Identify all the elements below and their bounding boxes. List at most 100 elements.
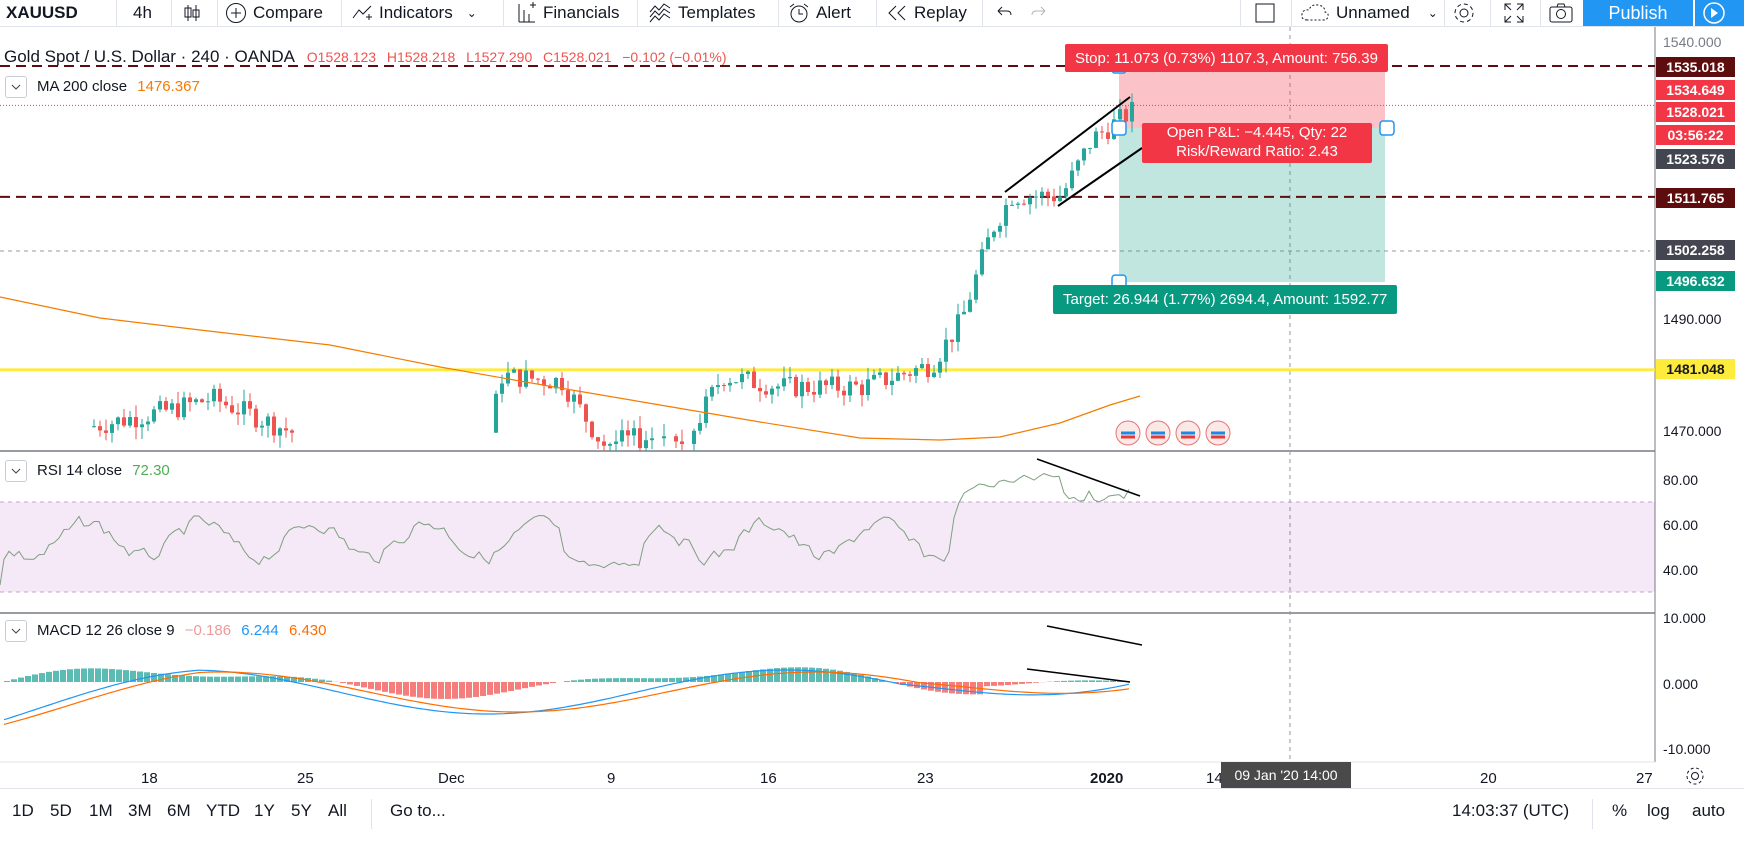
candle-body <box>626 430 630 435</box>
time-axis-label: Dec <box>438 770 465 787</box>
snapshot-button[interactable] <box>1548 0 1574 26</box>
candle-body <box>1130 102 1134 121</box>
macd-signal-value: 6.430 <box>289 622 327 639</box>
plus-circle-icon <box>225 2 247 24</box>
candle-body <box>524 371 528 387</box>
macd-histogram-bar <box>984 682 990 686</box>
candle-body <box>224 402 228 406</box>
candle-body <box>1034 196 1038 197</box>
chart-type-button[interactable] <box>182 0 202 26</box>
macd-histogram-bar <box>242 676 248 682</box>
publish-button[interactable]: Publish <box>1583 0 1693 26</box>
candle-body <box>800 382 804 396</box>
macd-histogram-bar <box>816 668 822 682</box>
candle-body <box>638 428 642 448</box>
position-handle <box>1380 121 1394 135</box>
candle-body <box>710 387 714 397</box>
fullscreen-toggle-button[interactable] <box>1254 0 1276 26</box>
chart-canvas[interactable] <box>0 27 1744 786</box>
publish-play-button[interactable] <box>1695 0 1744 26</box>
financials-button[interactable]: Financials <box>515 0 620 26</box>
undo-button[interactable] <box>994 0 1014 26</box>
macd-collapse-button[interactable] <box>5 620 27 642</box>
price-axis-label: 1540.000 <box>1663 34 1721 50</box>
macd-histogram-bar <box>585 679 591 682</box>
goto-date-button[interactable]: Go to... <box>390 801 446 821</box>
utc-clock[interactable]: 14:03:37 (UTC) <box>1452 801 1569 821</box>
time-axis-settings-button[interactable] <box>1683 764 1707 788</box>
candle-body <box>842 391 846 396</box>
range-6m-button[interactable]: 6M <box>167 801 191 821</box>
candle-body <box>584 404 588 421</box>
macd-histogram-bar <box>1096 680 1102 682</box>
candle-body <box>938 362 942 373</box>
range-3m-button[interactable]: 3M <box>128 801 152 821</box>
candle-body <box>896 373 900 381</box>
price-tag: 1481.048 <box>1656 359 1735 379</box>
indicators-icon <box>351 2 373 24</box>
range-5d-button[interactable]: 5D <box>50 801 72 821</box>
ma-collapse-button[interactable] <box>5 76 27 98</box>
candle-body <box>992 232 996 238</box>
range-1y-button[interactable]: 1Y <box>254 801 275 821</box>
indicators-button[interactable]: Indicators ⌄ <box>351 0 477 26</box>
candle-body <box>602 441 606 445</box>
range-1d-button[interactable]: 1D <box>12 801 34 821</box>
settings-button[interactable] <box>1452 0 1476 26</box>
candle-body <box>644 440 648 448</box>
candle-body <box>290 430 294 432</box>
macd-histogram-bar <box>648 678 654 682</box>
macd-axis-label: 10.000 <box>1663 610 1706 626</box>
candle-body <box>740 374 744 382</box>
range-5y-button[interactable]: 5Y <box>291 801 312 821</box>
legend-open: O1528.123 <box>307 49 376 65</box>
candle-body <box>692 431 696 444</box>
candle-body <box>926 364 930 377</box>
redo-button[interactable] <box>1029 0 1049 26</box>
chevron-down-icon <box>11 627 21 635</box>
macd-histogram-bar <box>116 670 122 682</box>
candle-body <box>1094 131 1098 147</box>
auto-scale-toggle[interactable]: auto <box>1692 801 1725 821</box>
interval-selector[interactable]: 4h <box>133 0 152 26</box>
candle-body <box>1100 131 1104 132</box>
ma-label: MA 200 close <box>37 78 127 95</box>
candle-body <box>206 401 210 402</box>
percent-scale-toggle[interactable]: % <box>1612 801 1627 821</box>
macd-histogram-bar <box>627 678 633 682</box>
alert-button[interactable]: Alert <box>788 0 851 26</box>
macd-histogram-bar <box>431 682 437 699</box>
symbol-search[interactable]: XAUUSD <box>6 0 78 26</box>
candle-body <box>776 386 780 388</box>
candle-body <box>758 388 762 391</box>
fullscreen-button[interactable] <box>1503 0 1525 26</box>
candle-body <box>140 424 144 427</box>
candle-body <box>968 300 972 312</box>
replay-button[interactable]: Replay <box>886 0 967 26</box>
candle-body <box>854 381 858 384</box>
candle-body <box>110 424 114 433</box>
price-tag: 1528.021 <box>1656 102 1735 122</box>
candle-body <box>1088 148 1092 149</box>
log-scale-toggle[interactable]: log <box>1647 801 1670 821</box>
rsi-collapse-button[interactable] <box>5 460 27 482</box>
macd-histogram-bar <box>655 678 661 682</box>
templates-button[interactable]: Templates <box>648 0 755 26</box>
candle-body <box>614 442 618 444</box>
stop-loss-label[interactable]: Stop: 11.073 (0.73%) 1107.3, Amount: 756… <box>1065 44 1388 72</box>
candle-body <box>950 340 954 342</box>
time-axis-label: 16 <box>760 770 777 787</box>
range-1m-button[interactable]: 1M <box>89 801 113 821</box>
candle-body <box>212 389 216 402</box>
candle-body <box>104 430 108 432</box>
compare-button[interactable]: Compare <box>225 0 323 26</box>
rsi-band <box>0 502 1655 592</box>
layout-name-button[interactable]: Unnamed ⌄ <box>1300 0 1438 26</box>
range-ytd-button[interactable]: YTD <box>206 801 240 821</box>
take-profit-label[interactable]: Target: 26.944 (1.77%) 2694.4, Amount: 1… <box>1053 285 1397 314</box>
macd-label: MACD 12 26 close 9 <box>37 622 175 639</box>
candle-body <box>770 389 774 395</box>
range-all-button[interactable]: All <box>328 801 347 821</box>
open-pnl-label[interactable]: Open P&L: −4.445, Qty: 22 Risk/Reward Ra… <box>1142 123 1372 163</box>
candle-body <box>1028 198 1032 205</box>
